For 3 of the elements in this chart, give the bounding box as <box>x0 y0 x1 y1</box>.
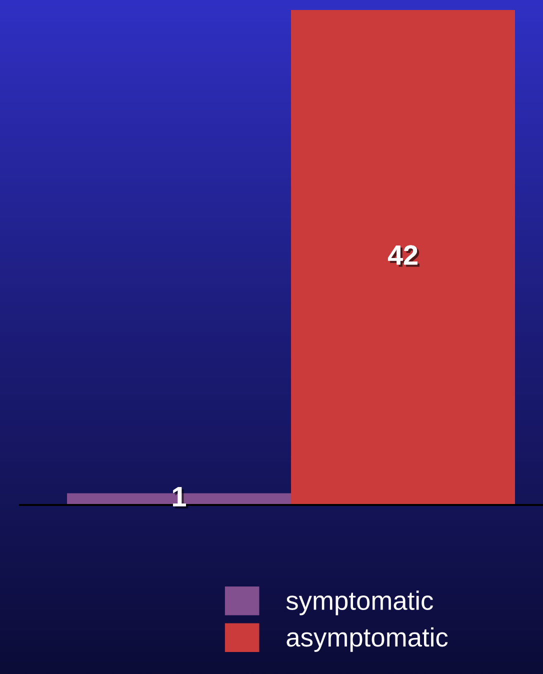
legend-label: symptomatic <box>286 590 434 616</box>
legend-label: asymptomatic <box>286 627 448 652</box>
data-label: 42 <box>388 245 420 267</box>
